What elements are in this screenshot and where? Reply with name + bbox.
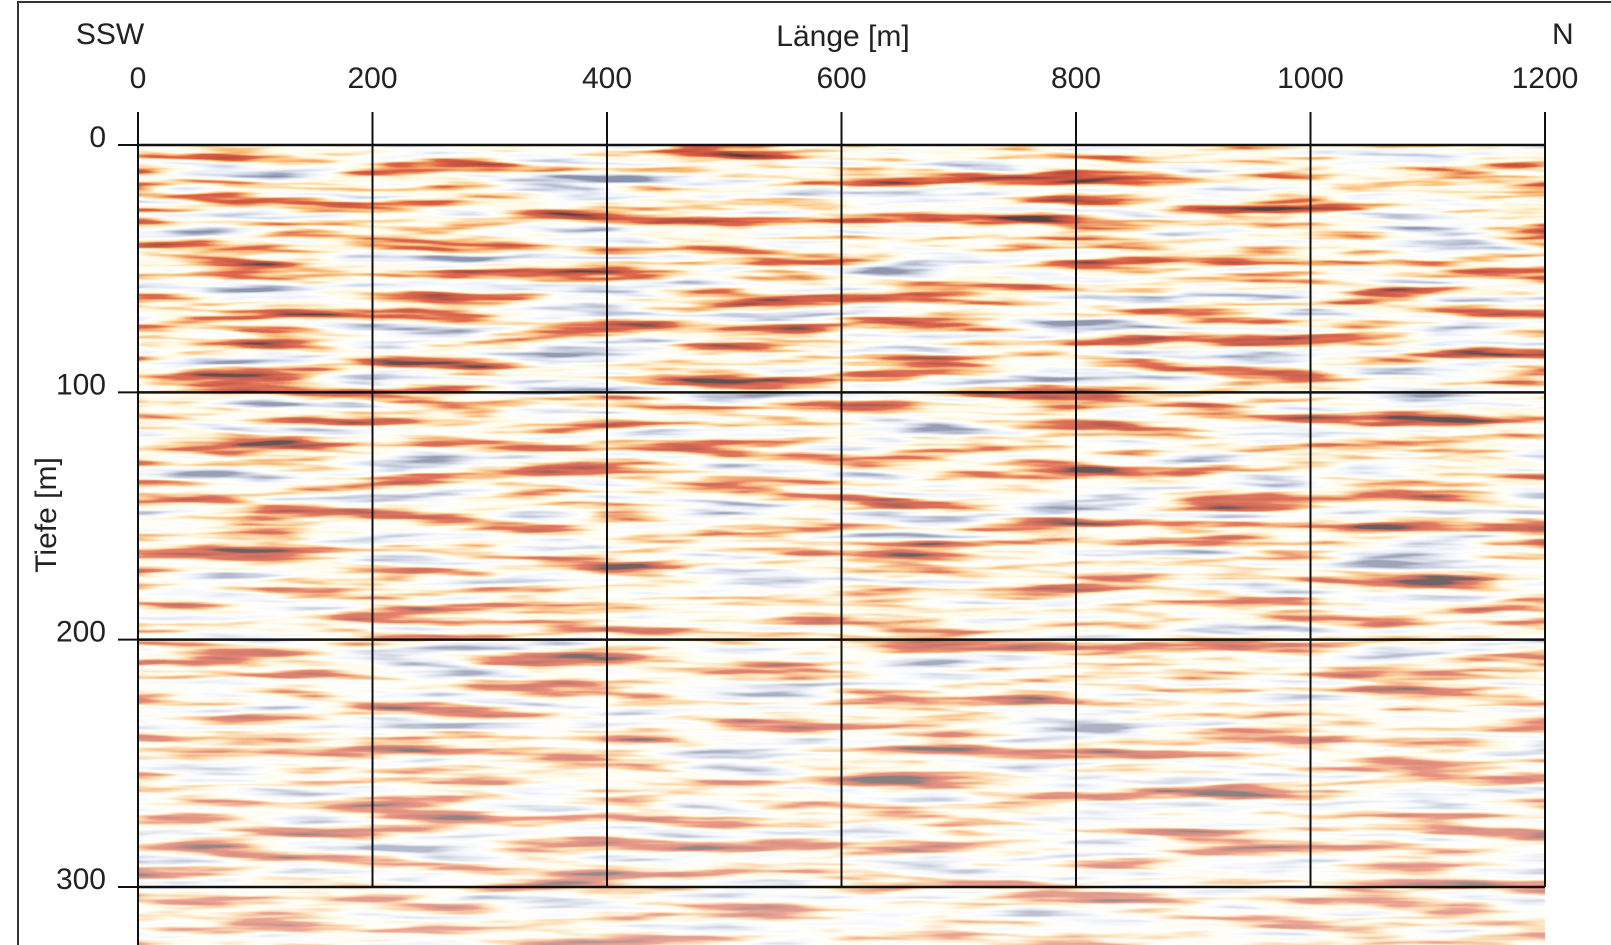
y-tick-label: 0 <box>89 121 106 154</box>
y-tick-label: 100 <box>56 368 106 401</box>
x-tick-label: 600 <box>816 62 866 95</box>
annotation: N <box>1552 18 1574 51</box>
x-tick-label: 0 <box>130 62 147 95</box>
y-tick-label: 300 <box>56 863 106 896</box>
x-tick-label: 800 <box>1051 62 1101 95</box>
x-axis-label: Länge [m] <box>776 20 909 53</box>
x-tick-label: 400 <box>582 62 632 95</box>
chart: SSW N Länge [m] Tiefe [m] 0 200 400 600 800 1… <box>0 0 1611 945</box>
y-tick-label: 200 <box>56 616 106 649</box>
x-tick-label: 200 <box>347 62 397 95</box>
annotation: SSW <box>76 18 145 51</box>
x-tick-label: 1200 <box>1512 62 1579 95</box>
x-tick-label: 1000 <box>1277 62 1344 95</box>
y-axis-label: Tiefe [m] <box>30 457 63 573</box>
